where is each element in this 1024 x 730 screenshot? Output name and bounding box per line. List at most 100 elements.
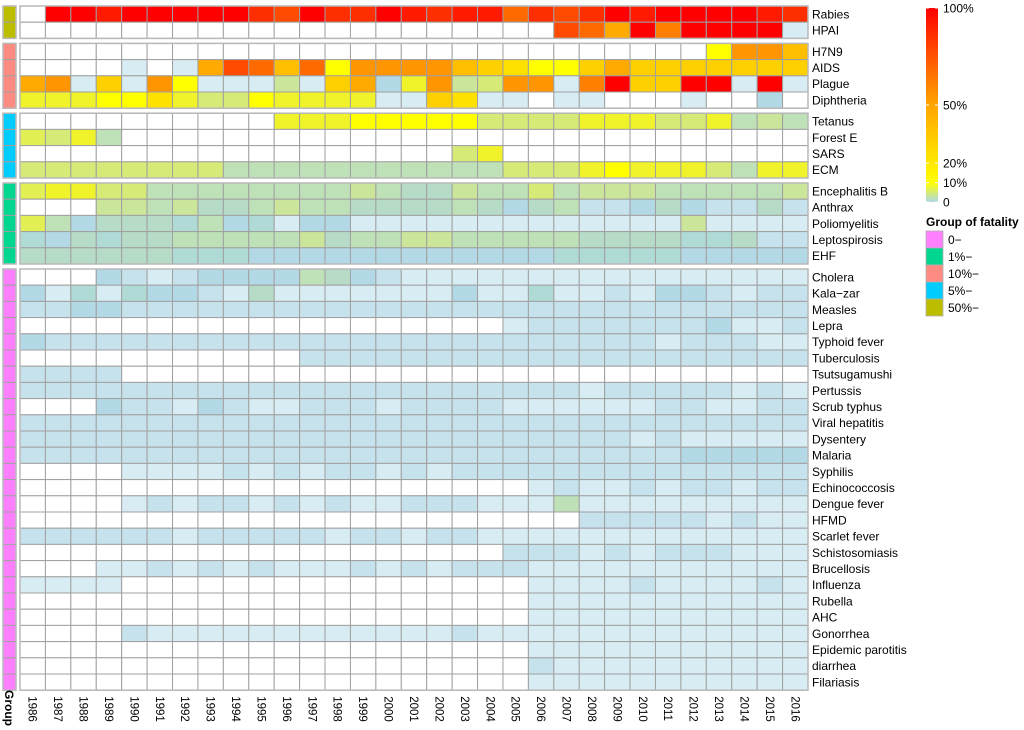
- heatmap-cell: [731, 128, 758, 147]
- heatmap-cell: [604, 198, 631, 216]
- year-tick-label: 2011: [661, 696, 673, 721]
- heatmap-cell: [604, 657, 631, 675]
- heatmap-cell: [527, 592, 555, 610]
- heatmap-cell: [629, 284, 656, 302]
- heatmap-cell: [222, 608, 250, 626]
- heatmap-cell: [782, 624, 809, 643]
- heatmap-cell: [299, 543, 326, 562]
- heatmap-cell: [197, 5, 224, 23]
- year-tick-label: 2012: [687, 696, 699, 722]
- heatmap-cell: [629, 641, 656, 659]
- heatmap-cell: [553, 75, 580, 93]
- heatmap-cell: [44, 112, 72, 130]
- heatmap-cell: [248, 430, 275, 448]
- heatmap-cell: [756, 247, 784, 265]
- heatmap-cell: [19, 608, 46, 626]
- heatmap-cell: [400, 42, 428, 61]
- heatmap-cell: [146, 284, 174, 302]
- heatmap-cell: [553, 462, 580, 481]
- heatmap-cell: [782, 247, 809, 265]
- heatmap-cell: [222, 198, 250, 216]
- heatmap-cell: [451, 381, 479, 400]
- year-labels: 1986 1987 1988 1989 1990 1991 1992 1993 1994 1995…: [26, 696, 801, 722]
- heatmap-cell: [705, 511, 733, 529]
- heatmap-cell: [527, 673, 555, 691]
- heatmap-cell: [172, 543, 199, 562]
- heatmap-cell: [324, 576, 351, 594]
- heatmap-cell: [502, 333, 529, 351]
- group-annotation-border: [2, 5, 17, 40]
- heatmap-cell: [477, 479, 504, 497]
- color-scale-legend: 100% 50% 20% 10% 0: [926, 2, 974, 210]
- heatmap-cell: [44, 21, 72, 39]
- heatmap-cell: [502, 414, 529, 432]
- heatmap-cell: [197, 673, 224, 691]
- group-annotation-cell: [2, 349, 17, 367]
- heatmap-cell: [121, 42, 148, 61]
- heatmap-cell: [426, 182, 453, 200]
- heatmap-cell: [299, 75, 326, 93]
- heatmap-cell: [146, 214, 174, 233]
- heatmap-cell: [349, 560, 377, 578]
- group-legend-swatch: [925, 230, 944, 249]
- heatmap-cell: [629, 128, 656, 147]
- heatmap-cell: [426, 657, 453, 675]
- row-label: Tuberculosis: [812, 351, 880, 365]
- heatmap-cell: [222, 231, 250, 249]
- heatmap-cell: [197, 247, 224, 265]
- heatmap-cell: [70, 511, 97, 529]
- heatmap-cell: [705, 414, 733, 432]
- heatmap-cell: [629, 511, 656, 529]
- heatmap-cell: [44, 576, 72, 594]
- heatmap-cell: [502, 398, 529, 416]
- heatmap-cell: [527, 560, 555, 578]
- heatmap-cell: [680, 495, 707, 513]
- heatmap-cell: [70, 381, 97, 400]
- heatmap-cell: [375, 511, 402, 529]
- heatmap-cell: [19, 527, 46, 545]
- heatmap-cell: [451, 657, 479, 675]
- color-scale-tick-label: 10%: [943, 176, 967, 190]
- heatmap-cell: [324, 75, 351, 93]
- heatmap-cell: [349, 511, 377, 529]
- heatmap-cell: [70, 128, 97, 147]
- heatmap-cell: [731, 300, 758, 319]
- heatmap-cell: [324, 365, 351, 383]
- heatmap-cell: [172, 42, 199, 61]
- row-label: Lepra: [812, 319, 843, 333]
- heatmap-cell: [146, 398, 174, 416]
- heatmap-cell: [680, 624, 707, 643]
- heatmap-cell: [324, 462, 351, 481]
- heatmap-cell: [70, 576, 97, 594]
- heatmap-cell: [604, 446, 631, 464]
- heatmap-cell: [502, 59, 529, 77]
- heatmap-cell: [426, 128, 453, 147]
- heatmap-cell: [426, 543, 453, 562]
- heatmap-cell: [299, 527, 326, 545]
- heatmap-cell: [782, 112, 809, 130]
- heatmap-cell: [680, 198, 707, 216]
- heatmap-cell: [629, 231, 656, 249]
- heatmap-cell: [451, 21, 479, 39]
- heatmap-cell: [604, 495, 631, 513]
- heatmap-cell: [578, 414, 606, 432]
- heatmap-cell: [502, 128, 529, 147]
- heatmap-cell: [527, 657, 555, 675]
- heatmap-cell: [172, 479, 199, 497]
- heatmap-cell: [146, 430, 174, 448]
- heatmap-cell: [375, 462, 402, 481]
- heatmap-cell: [222, 592, 250, 610]
- heatmap-cell: [654, 214, 682, 233]
- heatmap-cell: [70, 231, 97, 249]
- heatmap-cell: [527, 414, 555, 432]
- heatmap-cell: [782, 398, 809, 416]
- heatmap-cell: [604, 349, 631, 367]
- heatmap-cell: [44, 592, 72, 610]
- heatmap-cell: [222, 284, 250, 302]
- heatmap-cell: [553, 198, 580, 216]
- heatmap-cell: [273, 592, 301, 610]
- heatmap-cell: [680, 462, 707, 481]
- heatmap-cell: [527, 527, 555, 545]
- heatmap-cell: [44, 430, 72, 448]
- group-annotation-column: [2, 5, 17, 691]
